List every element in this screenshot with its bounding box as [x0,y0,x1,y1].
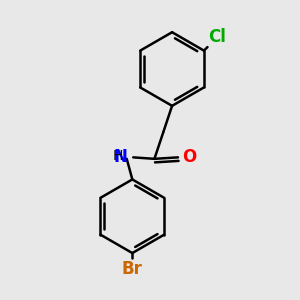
Text: N: N [113,148,127,166]
Text: Br: Br [122,260,143,278]
Text: H: H [112,149,123,163]
Text: Cl: Cl [208,28,226,46]
Text: O: O [182,148,197,166]
